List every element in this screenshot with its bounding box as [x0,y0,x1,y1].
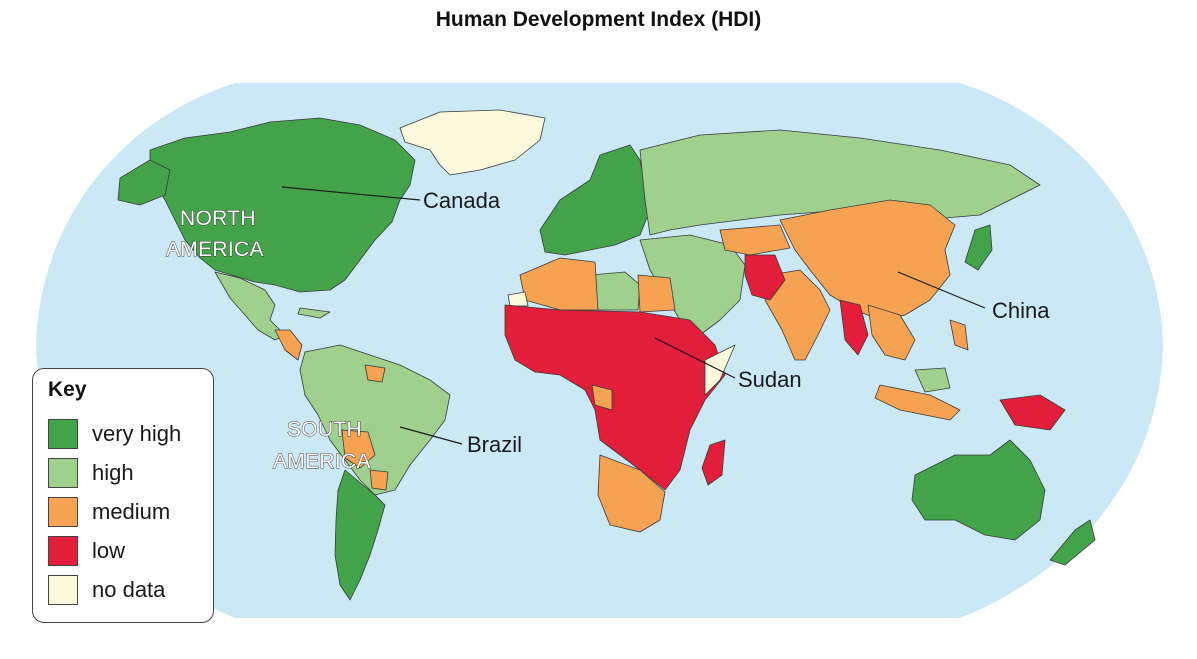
paraguay [369,469,389,491]
legend-label: medium [92,499,171,524]
canada-leader [281,186,421,201]
greenland [399,109,546,176]
legend-swatch [48,419,78,449]
legend: Key very high high medium low no data [32,368,214,623]
south-america-label-line1: SOUTH [287,418,362,441]
legend-swatch [48,497,78,527]
western-sahara [507,291,529,307]
madagascar-low [701,439,726,486]
canada-label: Canada [423,188,501,213]
legend-label: low [92,538,126,563]
indonesia-medium [874,384,961,421]
china-label: China [992,298,1050,323]
north-america-label-line1: NORTH [180,207,256,230]
legend-item-medium: medium [48,497,170,527]
philippines [949,319,969,351]
alaska [117,159,171,206]
japan [964,224,993,271]
south-america-label-line2: AMERICA [273,450,371,473]
north-america-label-line2: AMERICA [166,238,264,261]
china-leader [897,271,986,309]
south-america-high [299,344,451,496]
guyana [364,364,386,383]
page-title: Human Development Index (HDI) [435,8,762,31]
cuba [297,307,331,319]
brazil-leader [399,426,463,445]
brazil-label: Brazil [467,432,522,457]
egypt-medium [637,274,676,313]
legend-item-very-high: very high [48,419,181,449]
legend-swatch [48,458,78,488]
pakistan-low [744,254,786,301]
legend-label: high [92,460,134,485]
papua-new-guinea-low [999,394,1066,431]
gabon-medium [591,384,613,411]
new-zealand [1049,519,1096,566]
bolivia [341,429,376,469]
central-america [274,329,303,361]
sudan-leader [654,337,736,379]
legend-item-high: high [48,458,134,488]
legend-title: Key [48,378,87,401]
china-medium [779,199,956,321]
africa-low [504,304,726,491]
myanmar-low [839,299,869,356]
legend-swatch [48,536,78,566]
australia-very-high [911,439,1046,541]
india-medium [764,269,831,361]
sudan-label: Sudan [738,367,802,392]
legend-label: very high [92,421,182,446]
central-asia-medium [719,224,791,256]
borneo [914,367,951,393]
se-asia-medium [867,304,916,361]
north-america-very-high [149,117,416,293]
south-america-very-high [334,469,386,601]
legend-label: no data [92,577,166,602]
southern-africa-medium [597,454,666,533]
legend-item-no-data: no data [48,575,165,605]
legend-swatch [48,575,78,605]
legend-item-low: low [48,536,125,566]
